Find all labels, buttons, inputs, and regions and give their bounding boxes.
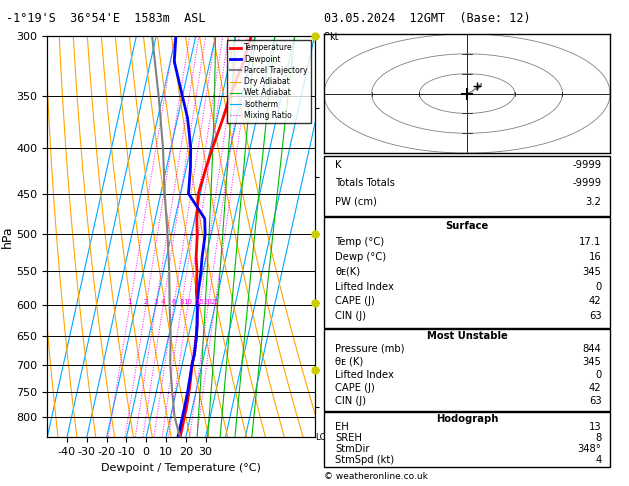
- Y-axis label: km
ASL: km ASL: [337, 226, 355, 248]
- FancyBboxPatch shape: [324, 329, 610, 411]
- Text: 42: 42: [589, 383, 601, 393]
- Text: θᴇ (K): θᴇ (K): [335, 357, 364, 367]
- X-axis label: Dewpoint / Temperature (°C): Dewpoint / Temperature (°C): [101, 463, 261, 473]
- Text: CIN (J): CIN (J): [335, 396, 366, 406]
- Legend: Temperature, Dewpoint, Parcel Trajectory, Dry Adiabat, Wet Adiabat, Isotherm, Mi: Temperature, Dewpoint, Parcel Trajectory…: [226, 40, 311, 123]
- Text: 25: 25: [211, 299, 220, 305]
- Text: PW (cm): PW (cm): [335, 197, 377, 207]
- Text: -9999: -9999: [572, 178, 601, 188]
- Text: © weatheronline.co.uk: © weatheronline.co.uk: [324, 472, 428, 481]
- Text: 8: 8: [595, 433, 601, 443]
- Text: 3: 3: [153, 299, 158, 305]
- Text: 63: 63: [589, 396, 601, 406]
- Text: Dewp (°C): Dewp (°C): [335, 252, 386, 262]
- Text: 348°: 348°: [577, 444, 601, 454]
- Text: Temp (°C): Temp (°C): [335, 237, 384, 247]
- Text: K: K: [335, 160, 342, 170]
- Text: 42: 42: [589, 296, 601, 306]
- FancyBboxPatch shape: [324, 412, 610, 467]
- Text: Hodograph: Hodograph: [436, 414, 498, 424]
- Y-axis label: hPa: hPa: [1, 226, 14, 248]
- Text: Most Unstable: Most Unstable: [426, 331, 508, 342]
- Text: 03.05.2024  12GMT  (Base: 12): 03.05.2024 12GMT (Base: 12): [324, 12, 530, 25]
- Text: 1: 1: [128, 299, 132, 305]
- FancyBboxPatch shape: [324, 156, 610, 216]
- Text: 0: 0: [595, 281, 601, 292]
- Text: StmDir: StmDir: [335, 444, 370, 454]
- Text: 16: 16: [589, 252, 601, 262]
- Text: 4: 4: [161, 299, 165, 305]
- Text: Lifted Index: Lifted Index: [335, 370, 394, 380]
- Text: 2: 2: [144, 299, 148, 305]
- Text: LCL: LCL: [314, 433, 330, 442]
- Text: 0: 0: [595, 370, 601, 380]
- Text: CAPE (J): CAPE (J): [335, 383, 375, 393]
- Text: CAPE (J): CAPE (J): [335, 296, 375, 306]
- Text: 13: 13: [589, 422, 601, 432]
- Text: 6: 6: [172, 299, 176, 305]
- Text: 345: 345: [582, 267, 601, 277]
- Text: 3.2: 3.2: [586, 197, 601, 207]
- Text: 15: 15: [195, 299, 204, 305]
- Text: 8: 8: [179, 299, 184, 305]
- Text: 10: 10: [184, 299, 192, 305]
- Text: kt: kt: [329, 32, 338, 42]
- Text: Surface: Surface: [445, 221, 489, 230]
- Text: -9999: -9999: [572, 160, 601, 170]
- Text: Lifted Index: Lifted Index: [335, 281, 394, 292]
- Text: Pressure (mb): Pressure (mb): [335, 344, 405, 354]
- Text: 4: 4: [595, 454, 601, 465]
- Text: 63: 63: [589, 311, 601, 321]
- Text: Totals Totals: Totals Totals: [335, 178, 395, 188]
- Text: StmSpd (kt): StmSpd (kt): [335, 454, 394, 465]
- Text: 20: 20: [204, 299, 213, 305]
- Text: 17.1: 17.1: [579, 237, 601, 247]
- Text: 345: 345: [582, 357, 601, 367]
- Text: SREH: SREH: [335, 433, 362, 443]
- Text: EH: EH: [335, 422, 349, 432]
- Text: CIN (J): CIN (J): [335, 311, 366, 321]
- Text: 844: 844: [583, 344, 601, 354]
- Text: -1°19'S  36°54'E  1583m  ASL: -1°19'S 36°54'E 1583m ASL: [6, 12, 206, 25]
- FancyBboxPatch shape: [324, 217, 610, 328]
- Text: θᴇ(K): θᴇ(K): [335, 267, 360, 277]
